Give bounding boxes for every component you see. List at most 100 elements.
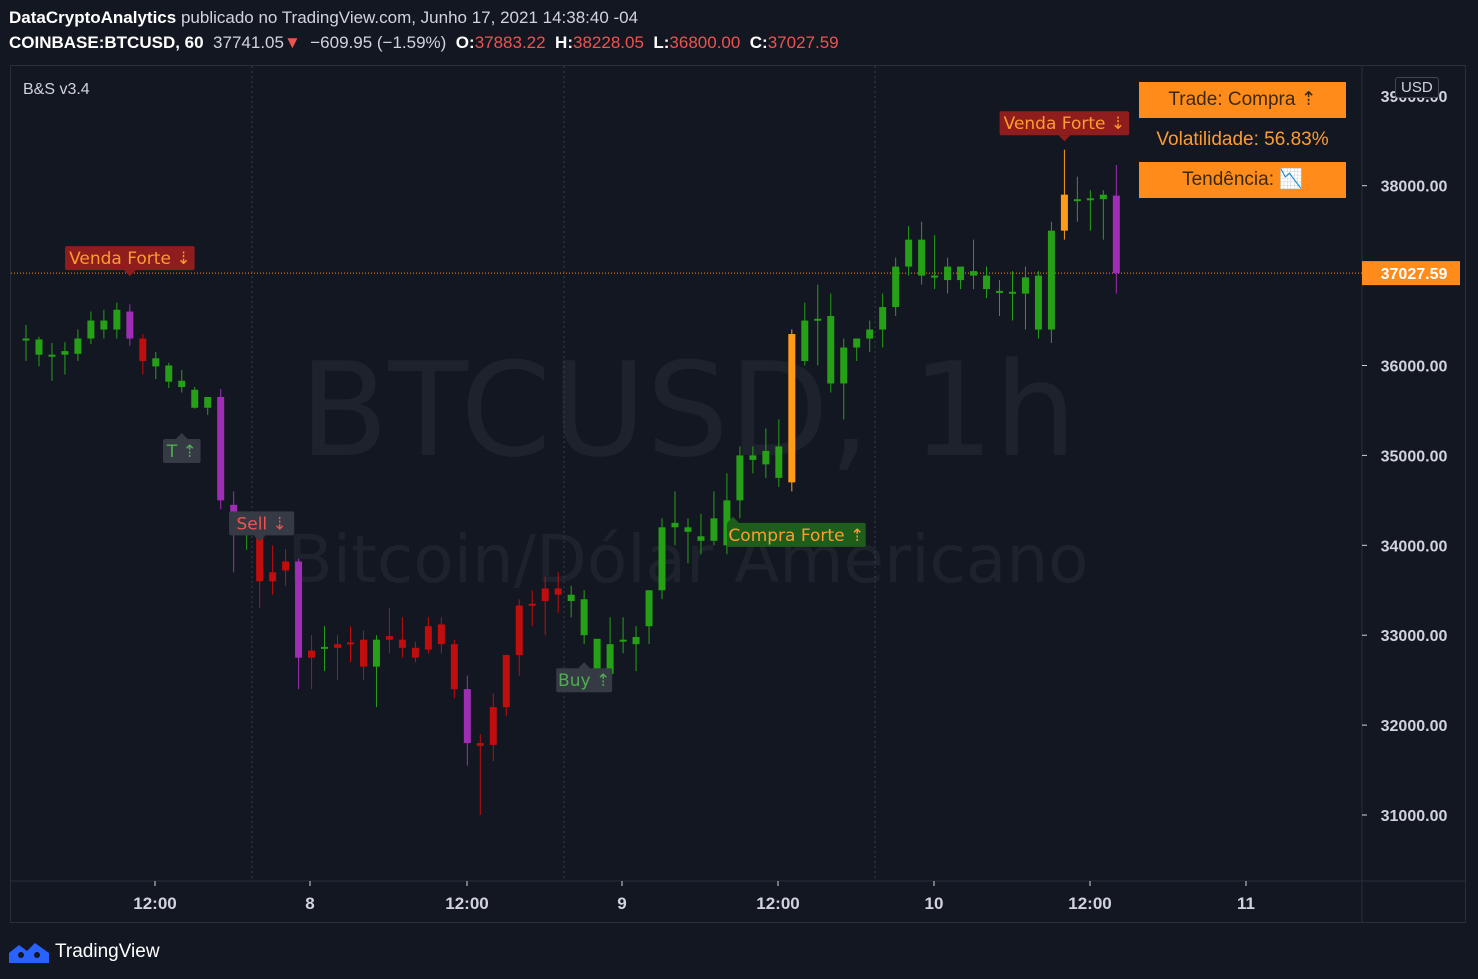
candle-body xyxy=(359,639,367,667)
indicator-name[interactable]: B&S v3.4 xyxy=(23,81,90,98)
candle-body xyxy=(853,338,861,348)
candle-body xyxy=(48,354,56,357)
ohlc-legend: COINBASE:BTCUSD, 60 37741.05▼ −609.95 (−… xyxy=(9,33,839,53)
signal-text: Sell ⇣ xyxy=(236,514,286,534)
candle-body xyxy=(204,396,212,408)
signal-label-bg xyxy=(229,511,295,536)
down-arrow-icon: ▼ xyxy=(283,33,301,52)
close-value: 37027.59 xyxy=(767,33,839,52)
tradingview-logo-icon xyxy=(9,943,49,963)
published-info: DataCryptoAnalytics publicado no Trading… xyxy=(9,8,638,28)
candle-body xyxy=(567,594,575,602)
candle-body xyxy=(541,588,549,602)
signal-text: Venda Forte ⇣ xyxy=(69,249,191,269)
candle-body xyxy=(476,743,484,746)
candle-body xyxy=(61,351,69,355)
watermark-title: BTCUSD, 1h xyxy=(299,334,1076,486)
close-label: C: xyxy=(749,33,768,52)
candle-body xyxy=(113,309,121,330)
low-value: 36800.00 xyxy=(669,33,741,52)
candle-body xyxy=(217,396,225,501)
candle-body xyxy=(74,338,82,354)
candle-body xyxy=(22,338,30,341)
signal-label-bg xyxy=(726,522,866,547)
y-tick-label: 32000.00 xyxy=(1381,718,1448,735)
signal-label: T ⇡ xyxy=(162,432,201,463)
last-price-label: 37027.59 xyxy=(1381,266,1448,283)
candle-body xyxy=(100,320,108,330)
candle-body xyxy=(256,530,264,582)
candle-body xyxy=(684,527,692,532)
low-label: L: xyxy=(653,33,670,52)
candle-body xyxy=(295,561,303,658)
candle-body xyxy=(788,334,796,483)
candle-body xyxy=(645,590,653,627)
candle-body xyxy=(944,266,952,281)
trend-box: Tendência: 📉 xyxy=(1139,162,1346,198)
signal-label: Venda Forte ⇣ xyxy=(999,111,1130,142)
open-label: O: xyxy=(455,33,475,52)
candle-body xyxy=(1034,275,1042,330)
candle-body xyxy=(489,707,497,745)
candle-body xyxy=(580,599,588,636)
price-change: −609.95 (−1.59%) xyxy=(310,33,447,52)
signal-label: Venda Forte ⇣ xyxy=(65,246,195,277)
candle-body xyxy=(528,603,536,606)
signal-text: Venda Forte ⇣ xyxy=(1004,114,1126,134)
author-name[interactable]: DataCryptoAnalytics xyxy=(9,8,177,27)
candle-body xyxy=(1047,230,1055,330)
candle-body xyxy=(126,311,134,339)
candle-body xyxy=(372,639,380,667)
candle-body xyxy=(957,266,965,281)
candle-body xyxy=(671,522,679,528)
candle-body xyxy=(593,638,601,672)
candle-body xyxy=(710,518,718,541)
candle-body xyxy=(1099,194,1107,200)
candle-body xyxy=(1008,291,1016,294)
candle-body xyxy=(398,639,406,648)
candle-body xyxy=(697,536,705,541)
candle-body xyxy=(35,339,43,355)
signal-label-bg xyxy=(999,111,1130,136)
tradingview-brand-text: TradingView xyxy=(55,941,160,962)
candle-body xyxy=(775,446,783,478)
candle-body xyxy=(282,561,290,571)
symbol-label: COINBASE:BTCUSD, 60 xyxy=(9,33,204,52)
candle-body xyxy=(905,239,913,267)
signal-text: Compra Forte ⇡ xyxy=(728,526,864,546)
candle-body xyxy=(1060,194,1068,231)
candle-body xyxy=(879,307,887,330)
y-tick-label: 33000.00 xyxy=(1381,628,1448,645)
high-value: 38228.05 xyxy=(573,33,644,52)
candle-body xyxy=(554,588,562,595)
last-price: 37741.05 xyxy=(213,33,284,52)
signal-label-bg xyxy=(556,668,613,693)
candle-body xyxy=(87,320,95,339)
signal-pointer xyxy=(253,535,266,542)
candle-body xyxy=(892,266,900,308)
candle-body xyxy=(606,644,614,674)
chart-frame xyxy=(10,65,1466,923)
trade-signal-box: Trade: Compra ⇡ xyxy=(1139,82,1346,118)
currency-badge[interactable]: USD xyxy=(1395,77,1439,98)
candle-body xyxy=(1073,199,1081,202)
signal-label: Sell ⇣ xyxy=(229,511,295,542)
x-tick-label: 10 xyxy=(925,894,944,913)
candle-body xyxy=(178,380,186,388)
candle-body xyxy=(801,320,809,362)
candle-body xyxy=(970,271,978,276)
signal-pointer xyxy=(175,432,188,439)
signal-pointer xyxy=(123,270,136,277)
footer-brand[interactable]: TradingView xyxy=(9,940,160,964)
signal-label: Compra Forte ⇡ xyxy=(726,516,866,547)
signal-text: Buy ⇡ xyxy=(558,671,610,691)
candle-body xyxy=(334,644,342,648)
x-tick-label: 9 xyxy=(617,894,626,913)
candle-body xyxy=(502,654,510,708)
candle-body xyxy=(152,358,160,367)
candle-body xyxy=(411,647,419,658)
candle-body xyxy=(165,365,173,382)
candle-body xyxy=(983,275,991,290)
candle-body xyxy=(424,626,432,650)
